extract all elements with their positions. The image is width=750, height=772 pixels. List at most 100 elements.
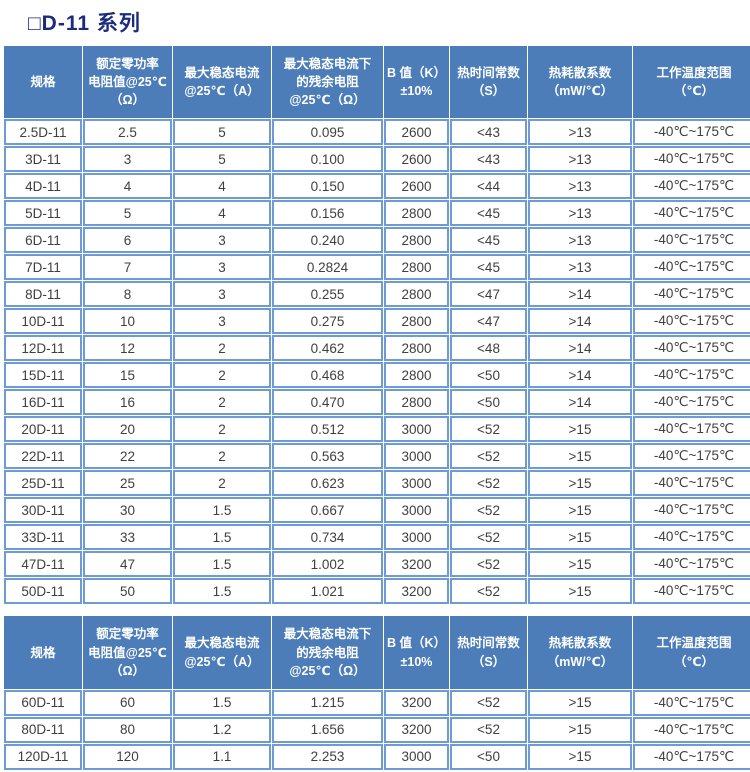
column-header-b-value: B 值（K） ±10% [384, 616, 449, 689]
cell-spec: 7D-11 [4, 254, 82, 281]
cell-b-value: 2800 [384, 389, 449, 416]
cell-dissipation-factor: >15 [528, 578, 632, 605]
cell-b-value: 2800 [384, 335, 449, 362]
cell-thermal-time-constant: <47 [450, 308, 527, 335]
cell-residual-resistance: 0.462 [272, 335, 383, 362]
cell-max-current: 2 [173, 335, 271, 362]
cell-residual-resistance: 2.253 [272, 743, 383, 770]
cell-b-value: 2800 [384, 308, 449, 335]
cell-operating-temp-range: -40℃~175℃ [633, 146, 750, 173]
table-row: 25D-11 25 2 0.623 3000 <52 >15 -40℃~175℃ [4, 470, 750, 497]
cell-rated-resistance: 15 [83, 362, 172, 389]
table-row: 3D-11 3 5 0.100 2600 <43 >13 -40℃~175℃ [4, 146, 750, 173]
cell-max-current: 2 [173, 416, 271, 443]
cell-thermal-time-constant: <52 [450, 524, 527, 551]
cell-thermal-time-constant: <50 [450, 743, 527, 770]
cell-max-current: 1.5 [173, 551, 271, 578]
cell-b-value: 3200 [384, 689, 449, 716]
cell-dissipation-factor: >13 [528, 173, 632, 200]
cell-residual-resistance: 0.275 [272, 308, 383, 335]
cell-dissipation-factor: >14 [528, 362, 632, 389]
cell-residual-resistance: 1.656 [272, 716, 383, 743]
column-header-thermal-time-constant: 热时间常数 （S） [450, 616, 527, 689]
cell-spec: 4D-11 [4, 173, 82, 200]
cell-rated-resistance: 4 [83, 173, 172, 200]
cell-operating-temp-range: -40℃~175℃ [633, 578, 750, 605]
cell-residual-resistance: 1.215 [272, 689, 383, 716]
cell-b-value: 2800 [384, 254, 449, 281]
cell-dissipation-factor: >13 [528, 254, 632, 281]
cell-thermal-time-constant: <50 [450, 362, 527, 389]
cell-rated-resistance: 33 [83, 524, 172, 551]
cell-thermal-time-constant: <44 [450, 173, 527, 200]
column-header-spec: 规格 [4, 616, 82, 689]
cell-thermal-time-constant: <52 [450, 497, 527, 524]
cell-dissipation-factor: >13 [528, 200, 632, 227]
cell-thermal-time-constant: <52 [450, 689, 527, 716]
cell-operating-temp-range: -40℃~175℃ [633, 416, 750, 443]
column-header-b-value: B 值（K） ±10% [384, 46, 449, 119]
column-header-max-current: 最大稳态电流 @25℃（A） [173, 616, 271, 689]
table-row: 47D-11 47 1.5 1.002 3200 <52 >15 -40℃~175℃ [4, 551, 750, 578]
column-header-thermal-time-constant: 热时间常数 （S） [450, 46, 527, 119]
table-header-row: 规格 额定零功率 电阻值@25℃ （Ω） 最大稳态电流 @25℃（A） 最大稳态电流下… [4, 46, 750, 119]
cell-spec: 10D-11 [4, 308, 82, 335]
cell-spec: 60D-11 [4, 689, 82, 716]
table-row: 6D-11 6 3 0.240 2800 <45 >13 -40℃~175℃ [4, 227, 750, 254]
cell-rated-resistance: 2.5 [83, 119, 172, 146]
cell-operating-temp-range: -40℃~175℃ [633, 389, 750, 416]
table-row: 10D-11 10 3 0.275 2800 <47 >14 -40℃~175℃ [4, 308, 750, 335]
cell-dissipation-factor: >15 [528, 497, 632, 524]
cell-rated-resistance: 16 [83, 389, 172, 416]
cell-dissipation-factor: >15 [528, 524, 632, 551]
table-row: 5D-11 5 4 0.156 2800 <45 >13 -40℃~175℃ [4, 200, 750, 227]
cell-max-current: 1.5 [173, 524, 271, 551]
cell-operating-temp-range: -40℃~175℃ [633, 470, 750, 497]
cell-dissipation-factor: >14 [528, 389, 632, 416]
column-header-operating-temp-range: 工作温度范围 （℃） [633, 46, 750, 119]
cell-dissipation-factor: >15 [528, 716, 632, 743]
cell-thermal-time-constant: <45 [450, 227, 527, 254]
cell-thermal-time-constant: <52 [450, 416, 527, 443]
cell-dissipation-factor: >15 [528, 551, 632, 578]
cell-max-current: 2 [173, 389, 271, 416]
cell-spec: 3D-11 [4, 146, 82, 173]
cell-thermal-time-constant: <52 [450, 470, 527, 497]
cell-max-current: 5 [173, 146, 271, 173]
column-header-residual-resistance: 最大稳态电流下 的残余电阻 @25℃（Ω） [272, 46, 383, 119]
cell-dissipation-factor: >14 [528, 281, 632, 308]
cell-residual-resistance: 0.468 [272, 362, 383, 389]
cell-max-current: 3 [173, 254, 271, 281]
cell-rated-resistance: 22 [83, 443, 172, 470]
cell-thermal-time-constant: <45 [450, 200, 527, 227]
cell-rated-resistance: 47 [83, 551, 172, 578]
cell-spec: 30D-11 [4, 497, 82, 524]
cell-max-current: 3 [173, 227, 271, 254]
cell-dissipation-factor: >15 [528, 743, 632, 770]
table-row: 80D-11 80 1.2 1.656 3200 <52 >15 -40℃~175℃ [4, 716, 750, 743]
cell-operating-temp-range: -40℃~175℃ [633, 200, 750, 227]
cell-b-value: 3000 [384, 524, 449, 551]
cell-rated-resistance: 10 [83, 308, 172, 335]
table-row: 16D-11 16 2 0.470 2800 <50 >14 -40℃~175℃ [4, 389, 750, 416]
cell-operating-temp-range: -40℃~175℃ [633, 227, 750, 254]
cell-spec: 22D-11 [4, 443, 82, 470]
cell-dissipation-factor: >14 [528, 308, 632, 335]
cell-b-value: 2600 [384, 146, 449, 173]
cell-residual-resistance: 0.563 [272, 443, 383, 470]
table-header-row: 规格 额定零功率 电阻值@25℃ （Ω） 最大稳态电流 @25℃（A） 最大稳态电流下… [4, 616, 750, 689]
cell-operating-temp-range: -40℃~175℃ [633, 308, 750, 335]
cell-b-value: 3000 [384, 416, 449, 443]
cell-residual-resistance: 0.2824 [272, 254, 383, 281]
table-row: 50D-11 50 1.5 1.021 3200 <52 >15 -40℃~175℃ [4, 578, 750, 605]
table-row: 33D-11 33 1.5 0.734 3000 <52 >15 -40℃~175℃ [4, 524, 750, 551]
table-row: 7D-11 7 3 0.2824 2800 <45 >13 -40℃~175℃ [4, 254, 750, 281]
cell-dissipation-factor: >15 [528, 443, 632, 470]
table-body: 60D-11 60 1.5 1.215 3200 <52 >15 -40℃~175℃ 80D-1… [4, 689, 750, 770]
header-row: 规格 额定零功率 电阻值@25℃ （Ω） 最大稳态电流 @25℃（A） 最大稳态电流下… [4, 46, 750, 119]
cell-spec: 2.5D-11 [4, 119, 82, 146]
cell-dissipation-factor: >14 [528, 335, 632, 362]
cell-max-current: 3 [173, 281, 271, 308]
cell-operating-temp-range: -40℃~175℃ [633, 743, 750, 770]
